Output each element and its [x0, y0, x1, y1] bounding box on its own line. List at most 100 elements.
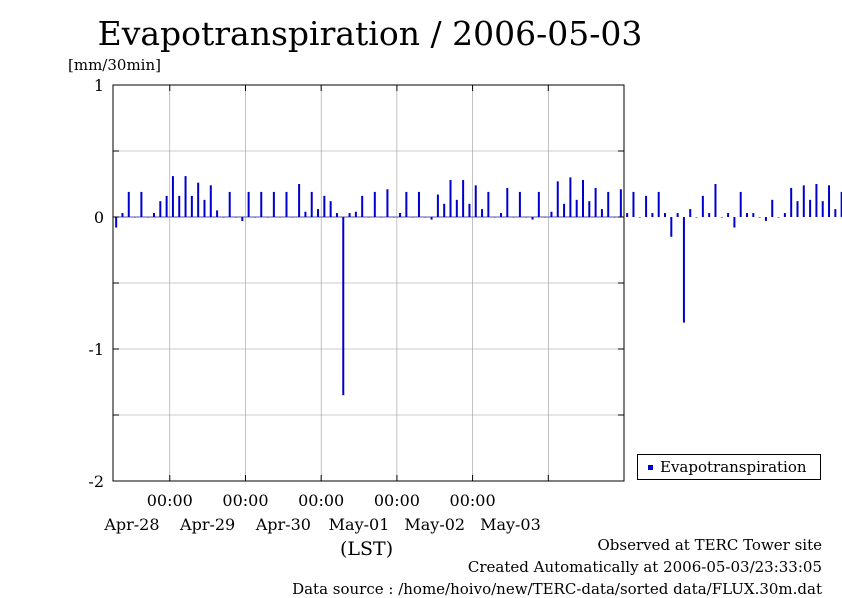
- x-tick-time-label: 00:00: [450, 491, 496, 510]
- bar: [380, 217, 383, 218]
- bar: [127, 191, 130, 217]
- bar: [689, 209, 692, 217]
- bar: [556, 181, 559, 217]
- x-ticks: 00:00 00:00 00:00 00:00 00:00 Apr-28 Apr-29 Apr…: [103, 85, 549, 534]
- bar: [821, 201, 824, 217]
- bar: [392, 217, 395, 218]
- bar: [317, 209, 320, 217]
- bar: [153, 213, 156, 217]
- bar: [544, 217, 547, 218]
- bar: [796, 201, 799, 217]
- legend-label: Evapotranspiration: [660, 458, 807, 476]
- bar: [537, 191, 540, 217]
- bar: [809, 199, 812, 217]
- bars-group: [115, 176, 842, 396]
- bar: [594, 187, 597, 217]
- bar: [342, 217, 345, 396]
- bar: [171, 176, 174, 217]
- bar: [619, 189, 622, 217]
- y-tick-label: 0: [94, 208, 104, 227]
- bar: [222, 217, 225, 218]
- bar: [563, 203, 566, 217]
- legend-swatch: [648, 465, 653, 470]
- bar: [241, 217, 244, 221]
- bar: [247, 191, 250, 217]
- bar: [771, 199, 774, 217]
- bar: [115, 217, 118, 228]
- bar: [266, 217, 269, 218]
- x-tick-time-label: 00:00: [298, 491, 344, 510]
- y-tick-label: 1: [94, 76, 104, 95]
- bar: [235, 217, 238, 218]
- bar: [613, 217, 616, 218]
- bar: [815, 184, 818, 217]
- bar: [165, 195, 168, 217]
- bar: [455, 199, 458, 217]
- bar: [386, 189, 389, 217]
- bar: [512, 217, 515, 218]
- bar: [518, 191, 521, 217]
- bar: [134, 217, 137, 218]
- bar: [701, 195, 704, 217]
- bar: [834, 209, 837, 217]
- bar: [216, 210, 219, 217]
- y-ticks: 1 0 -1 -2: [88, 76, 624, 491]
- bar: [657, 191, 660, 217]
- bar: [468, 203, 471, 217]
- bar: [600, 209, 603, 217]
- x-tick-date-label: May-03: [480, 515, 541, 534]
- bar: [197, 182, 200, 217]
- bar: [569, 177, 572, 217]
- x-axis-title: (LST): [340, 538, 394, 560]
- bar: [291, 217, 294, 218]
- bar: [417, 191, 420, 217]
- bar: [411, 217, 414, 218]
- bar: [348, 213, 351, 217]
- bar: [840, 191, 842, 217]
- bar: [645, 195, 648, 217]
- x-tick-date-label: May-02: [404, 515, 465, 534]
- x-tick-date-label: May-01: [329, 515, 390, 534]
- bar: [323, 195, 326, 217]
- bar: [626, 213, 629, 217]
- bar: [752, 213, 755, 217]
- bar: [474, 185, 477, 217]
- bar: [714, 184, 717, 217]
- bar: [493, 217, 496, 218]
- bar: [361, 195, 364, 217]
- bar: [733, 217, 736, 228]
- bar: [335, 213, 338, 217]
- bar: [146, 217, 149, 218]
- bar: [525, 217, 528, 218]
- bar: [449, 180, 452, 217]
- bar: [329, 201, 332, 217]
- bar: [758, 217, 761, 218]
- bar: [783, 213, 786, 217]
- bar: [550, 211, 553, 217]
- bar: [727, 213, 730, 217]
- chart-title: Evapotranspiration / 2006-05-03: [97, 14, 643, 53]
- bar: [159, 201, 162, 217]
- x-tick-time-label: 00:00: [147, 491, 193, 510]
- bar: [462, 180, 465, 217]
- bar: [670, 217, 673, 237]
- bar: [298, 184, 301, 217]
- bar: [607, 191, 610, 217]
- bar: [720, 217, 723, 218]
- x-tick-date-label: Apr-28: [103, 515, 159, 534]
- bar: [487, 191, 490, 217]
- bar: [399, 213, 402, 217]
- bar: [777, 217, 780, 218]
- bar: [695, 217, 698, 218]
- bar: [676, 213, 679, 217]
- x-tick-time-label: 00:00: [222, 491, 268, 510]
- bar: [209, 185, 212, 217]
- bar: [354, 211, 357, 217]
- bar: [272, 191, 275, 217]
- bar: [184, 176, 187, 217]
- bar: [664, 213, 667, 217]
- bar: [190, 195, 193, 217]
- bar: [424, 217, 427, 218]
- bar: [575, 199, 578, 217]
- bar: [499, 213, 502, 217]
